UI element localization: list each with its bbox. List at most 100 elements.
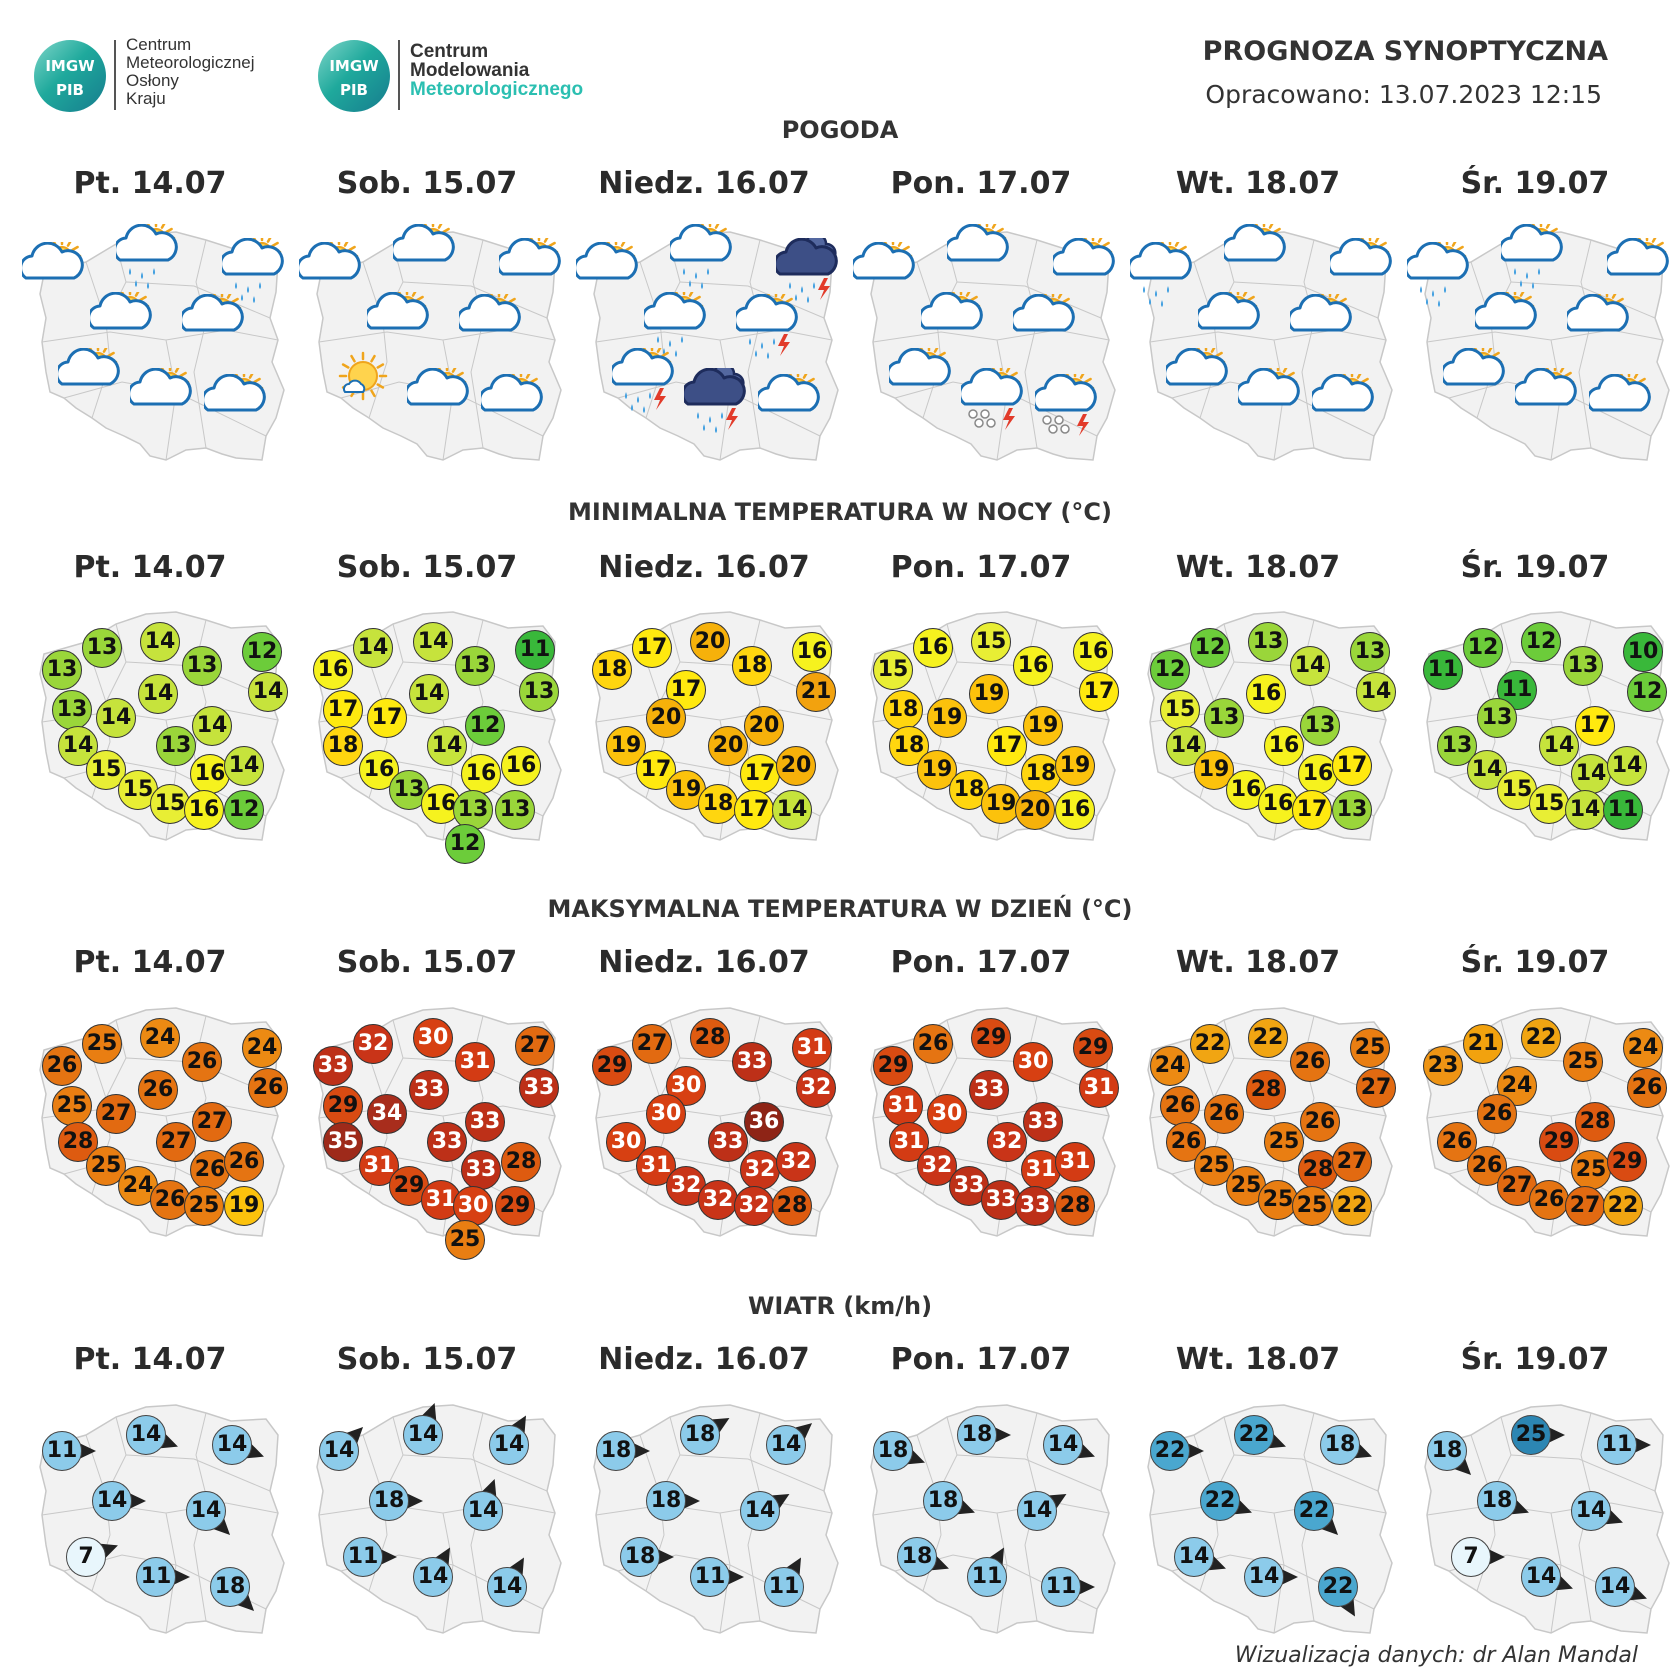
tmax-marker: 33 — [981, 1180, 1021, 1220]
tmin-marker: 13 — [182, 646, 222, 686]
wind-speed-value: 18 — [957, 1415, 997, 1455]
logo1-line-2: Meteorologicznej — [126, 53, 255, 72]
wind-speed-value: 14 — [92, 1481, 132, 1521]
wind-speed-value: 18 — [873, 1431, 913, 1471]
wind-speed-value: 14 — [740, 1491, 780, 1531]
wind-speed-value: 11 — [343, 1537, 383, 1577]
day-label: Sob. 15.07 — [336, 945, 518, 980]
day-label: Pt. 14.07 — [73, 550, 227, 585]
tmin-marker: 14 — [140, 622, 180, 662]
region-border — [442, 1512, 454, 1634]
tmin-marker: 14 — [192, 706, 232, 746]
tmin-marker: 15 — [873, 650, 913, 690]
tmin-marker: 20 — [708, 726, 748, 766]
wind-marker: 14 — [92, 1481, 146, 1521]
wind-marker: 18 — [646, 1481, 700, 1521]
tmin-marker: 16 — [913, 628, 953, 668]
wind-marker: 18 — [897, 1537, 949, 1577]
wind-marker: 7 — [1451, 1537, 1505, 1577]
tmax-marker: 27 — [192, 1102, 232, 1142]
tmin-marker: 17 — [734, 790, 774, 830]
partly-cloudy-rain-icon — [116, 224, 178, 289]
tmin-marker: 18 — [732, 646, 772, 686]
wind-direction-arrow-icon — [127, 1492, 146, 1510]
tmax-marker: 22 — [1248, 1018, 1288, 1058]
day-label: Niedz. 16.07 — [598, 945, 810, 980]
tmax-marker: 33 — [461, 1150, 501, 1190]
wind-marker: 11 — [343, 1537, 397, 1577]
tmax-marker: 24 — [1497, 1066, 1537, 1106]
wind-marker: 18 — [680, 1415, 730, 1455]
logo2-divider — [398, 40, 400, 110]
partly-cloudy-icon — [481, 374, 543, 412]
wind-marker: 11 — [967, 1547, 1007, 1597]
tmax-marker: 26 — [1160, 1086, 1200, 1126]
wind-marker: 14 — [463, 1479, 503, 1531]
region-border — [1233, 281, 1379, 319]
tmin-marker: 14 — [353, 628, 393, 668]
day-label: Niedz. 16.07 — [598, 166, 810, 201]
tmax-marker: 28 — [772, 1186, 812, 1226]
tmin-marker: 19 — [666, 770, 706, 810]
wind-speed-value: 22 — [1294, 1491, 1334, 1531]
partly-cloudy-icon — [204, 374, 266, 412]
tmin-marker: 14 — [1166, 726, 1206, 766]
partly-cloudy-icon — [1330, 238, 1392, 276]
tmin-marker: 15 — [1529, 784, 1569, 824]
wind-speed-value: 14 — [212, 1425, 252, 1465]
wind-marker: 11 — [690, 1557, 744, 1597]
tmax-marker: 32 — [776, 1142, 816, 1182]
tmax-marker: 32 — [740, 1150, 780, 1190]
tmin-marker: 19 — [969, 674, 1009, 714]
tmax-marker: 33 — [427, 1122, 467, 1162]
tmax-marker: 32 — [698, 1180, 738, 1220]
wind-speed-value: 11 — [42, 1431, 82, 1471]
partly-cloudy-icon — [499, 238, 561, 276]
partly-cloudy-icon — [1053, 238, 1115, 276]
tmin-marker: 20 — [646, 698, 686, 738]
tmax-marker: 30 — [1013, 1042, 1053, 1082]
tmax-marker: 25 — [445, 1220, 485, 1260]
logo1-line-4: Kraju — [126, 89, 166, 108]
wind-speed-value: 14 — [1595, 1567, 1635, 1607]
wind-speed-value: 7 — [66, 1537, 106, 1577]
tmax-marker: 25 — [1292, 1186, 1332, 1226]
tmin-marker: 16 — [1258, 784, 1298, 824]
logo1-line-3: Osłony — [126, 71, 179, 90]
day-label: Pt. 14.07 — [73, 1342, 227, 1377]
region-border — [1510, 281, 1656, 319]
tmax-marker: 24 — [1623, 1028, 1663, 1068]
region-border — [1510, 1454, 1656, 1492]
wind-marker: 14 — [1017, 1491, 1067, 1531]
tmin-marker: 20 — [690, 622, 730, 662]
section-title-weather: POGODA — [781, 116, 899, 144]
tmax-marker: 27 — [1332, 1142, 1372, 1182]
tmax-marker: 27 — [515, 1026, 555, 1066]
thunderstorm-icon — [684, 368, 746, 433]
day-label: Śr. 19.07 — [1460, 945, 1610, 980]
tmin-marker: 14 — [224, 746, 264, 786]
tmax-marker: 25 — [52, 1086, 92, 1126]
tmax-marker: 26 — [1477, 1094, 1517, 1134]
tmax-marker: 28 — [1055, 1186, 1095, 1226]
tmin-marker: 13 — [1204, 698, 1244, 738]
wind-speed-value: 18 — [1320, 1425, 1360, 1465]
partly-cloudy-icon — [367, 292, 429, 330]
day-label: Śr. 19.07 — [1460, 550, 1610, 585]
partly-cloudy-storm-icon — [736, 294, 798, 359]
partly-cloudy-icon — [90, 292, 152, 330]
tmax-marker: 29 — [1073, 1028, 1113, 1068]
logo2-line-1: Centrum — [410, 41, 489, 62]
tmax-marker: 33 — [1023, 1102, 1063, 1142]
tmax-marker: 27 — [632, 1024, 672, 1064]
partly-cloudy-icon — [947, 224, 1009, 262]
wind-speed-value: 14 — [413, 1557, 453, 1597]
tmin-marker: 14 — [1290, 646, 1330, 686]
wind-speed-value: 11 — [764, 1567, 804, 1607]
region-border — [679, 1454, 825, 1492]
tmin-marker: 14 — [1356, 672, 1396, 712]
tmax-marker: 33 — [1015, 1186, 1055, 1226]
tmax-marker: 26 — [1627, 1068, 1667, 1108]
tmin-marker: 11 — [1603, 790, 1643, 830]
